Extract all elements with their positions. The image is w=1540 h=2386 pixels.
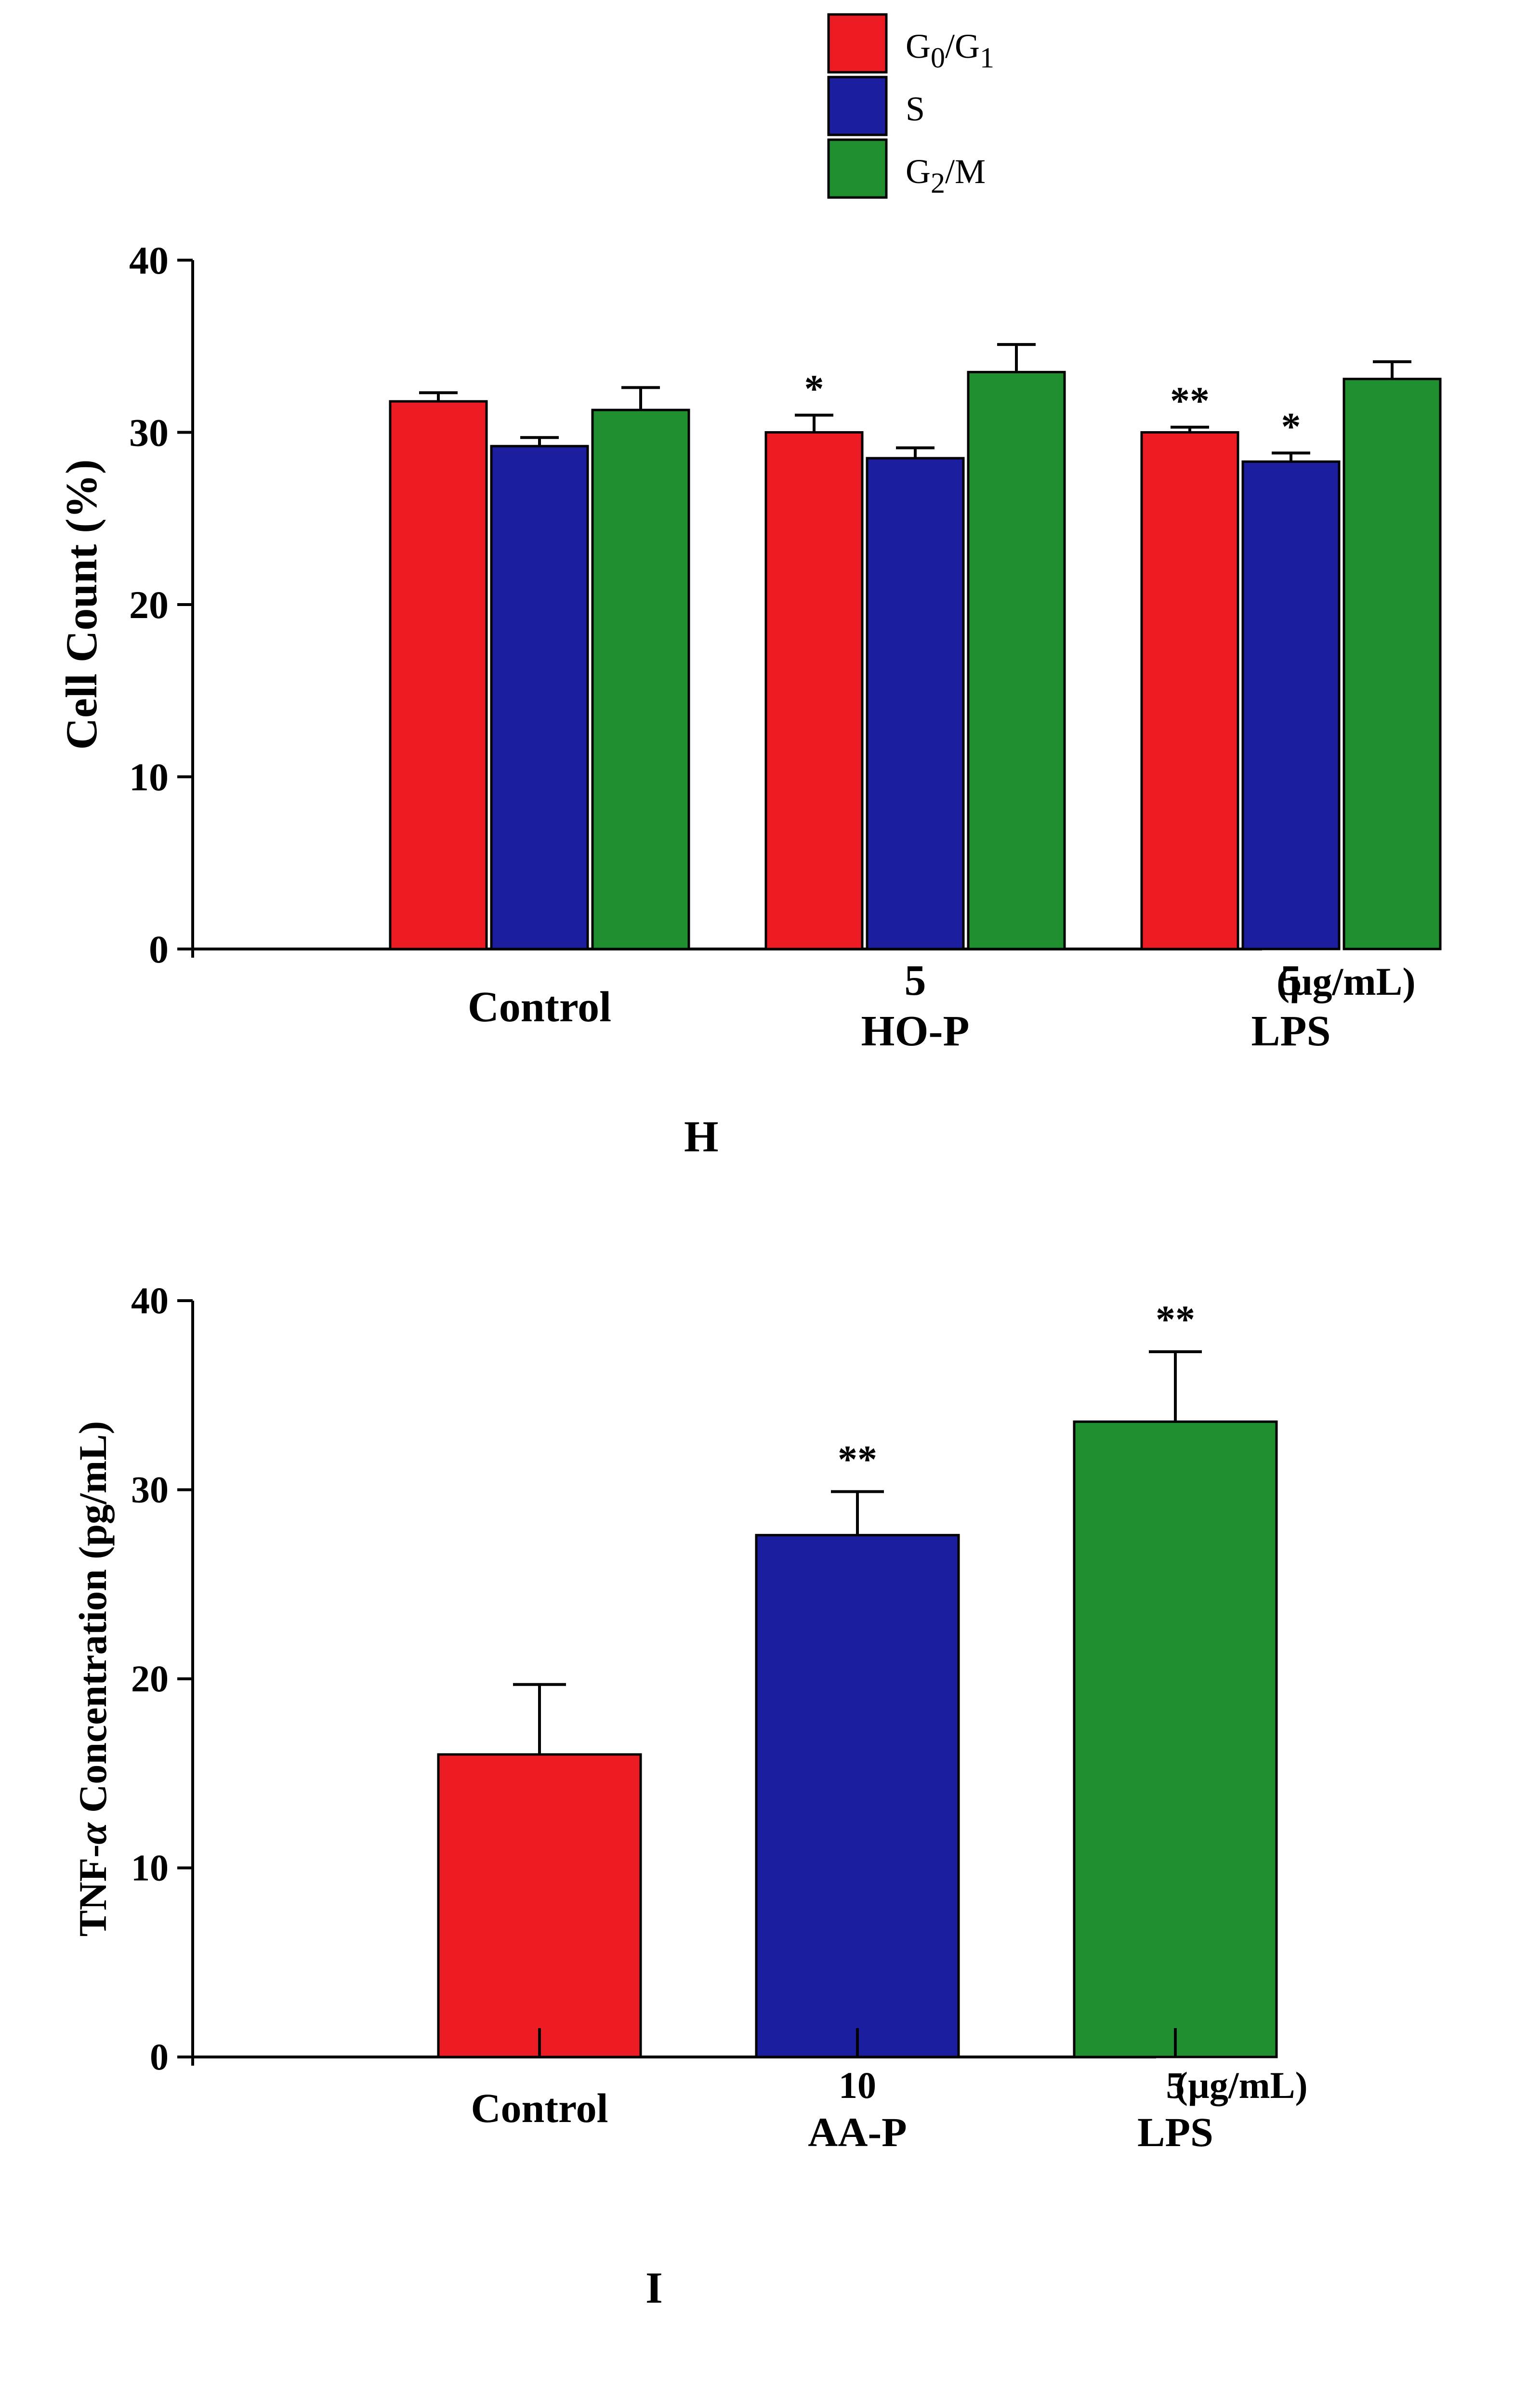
y-tick-label: 10 xyxy=(131,1847,169,1889)
y-tick-label: 0 xyxy=(149,927,169,971)
chart-i: 0 10 20 30 40 TNF-α Concentration (pg/mL) Cont… xyxy=(71,1279,1308,2312)
significance-marker: ** xyxy=(1170,379,1210,422)
panel-label-h: H xyxy=(684,1112,719,1161)
legend-swatch xyxy=(829,14,886,72)
y-tick-label: 40 xyxy=(129,238,169,282)
legend-label: G2/M xyxy=(906,152,986,199)
bar xyxy=(390,401,487,949)
bar xyxy=(1344,379,1440,949)
y-tick-label: 30 xyxy=(129,411,169,455)
bar xyxy=(1243,461,1339,949)
x-label-group: HO-P xyxy=(861,1007,970,1055)
y-axis-title: TNF-α Concentration (pg/mL) xyxy=(71,1421,115,1937)
bar xyxy=(867,458,963,949)
chart-h: 010203040Cell Count (%)Control*5HO-P***5… xyxy=(57,238,1440,1161)
significance-marker: ** xyxy=(838,1437,877,1481)
bar xyxy=(968,372,1065,949)
legend-swatch xyxy=(829,140,886,198)
legend-label: G0/G1 xyxy=(906,27,994,74)
x-label-dose: 10 xyxy=(839,2064,876,2106)
x-label-group: Control xyxy=(468,983,611,1031)
legend-swatch xyxy=(829,77,886,135)
significance-marker: * xyxy=(804,367,824,410)
x-unit-label: (µg/mL) xyxy=(1175,2064,1308,2106)
legend: G0/G1 S G2/M xyxy=(829,14,994,199)
panel-label-i: I xyxy=(645,2263,663,2312)
y-tick-label: 10 xyxy=(129,755,169,799)
bar xyxy=(1074,1422,1277,2057)
bar xyxy=(756,1535,959,2057)
x-label-group: LPS xyxy=(1137,2109,1213,2155)
axes xyxy=(184,1301,1156,2066)
legend-label: S xyxy=(906,90,925,128)
y-tick-label: 30 xyxy=(131,1469,169,1511)
y-tick-label: 0 xyxy=(150,2036,169,2078)
y-axis-title: Cell Count (%) xyxy=(57,459,106,750)
bar xyxy=(438,1754,641,2057)
x-label-group: AA-P xyxy=(808,2109,907,2155)
y-tick-label: 20 xyxy=(131,1658,169,1700)
y-tick-label: 40 xyxy=(131,1279,169,1321)
bar xyxy=(1142,433,1238,949)
axes xyxy=(184,260,1262,958)
significance-marker: * xyxy=(1281,404,1301,448)
x-label-group: LPS xyxy=(1251,1007,1330,1055)
y-tick-label: 20 xyxy=(129,583,169,627)
bar xyxy=(592,410,689,949)
x-unit-label: (µg/mL) xyxy=(1277,960,1416,1003)
bar xyxy=(766,433,862,949)
x-label-group: Control xyxy=(471,2085,608,2131)
significance-marker: ** xyxy=(1156,1297,1195,1341)
x-label-dose: 5 xyxy=(905,957,926,1004)
bar xyxy=(491,446,588,949)
